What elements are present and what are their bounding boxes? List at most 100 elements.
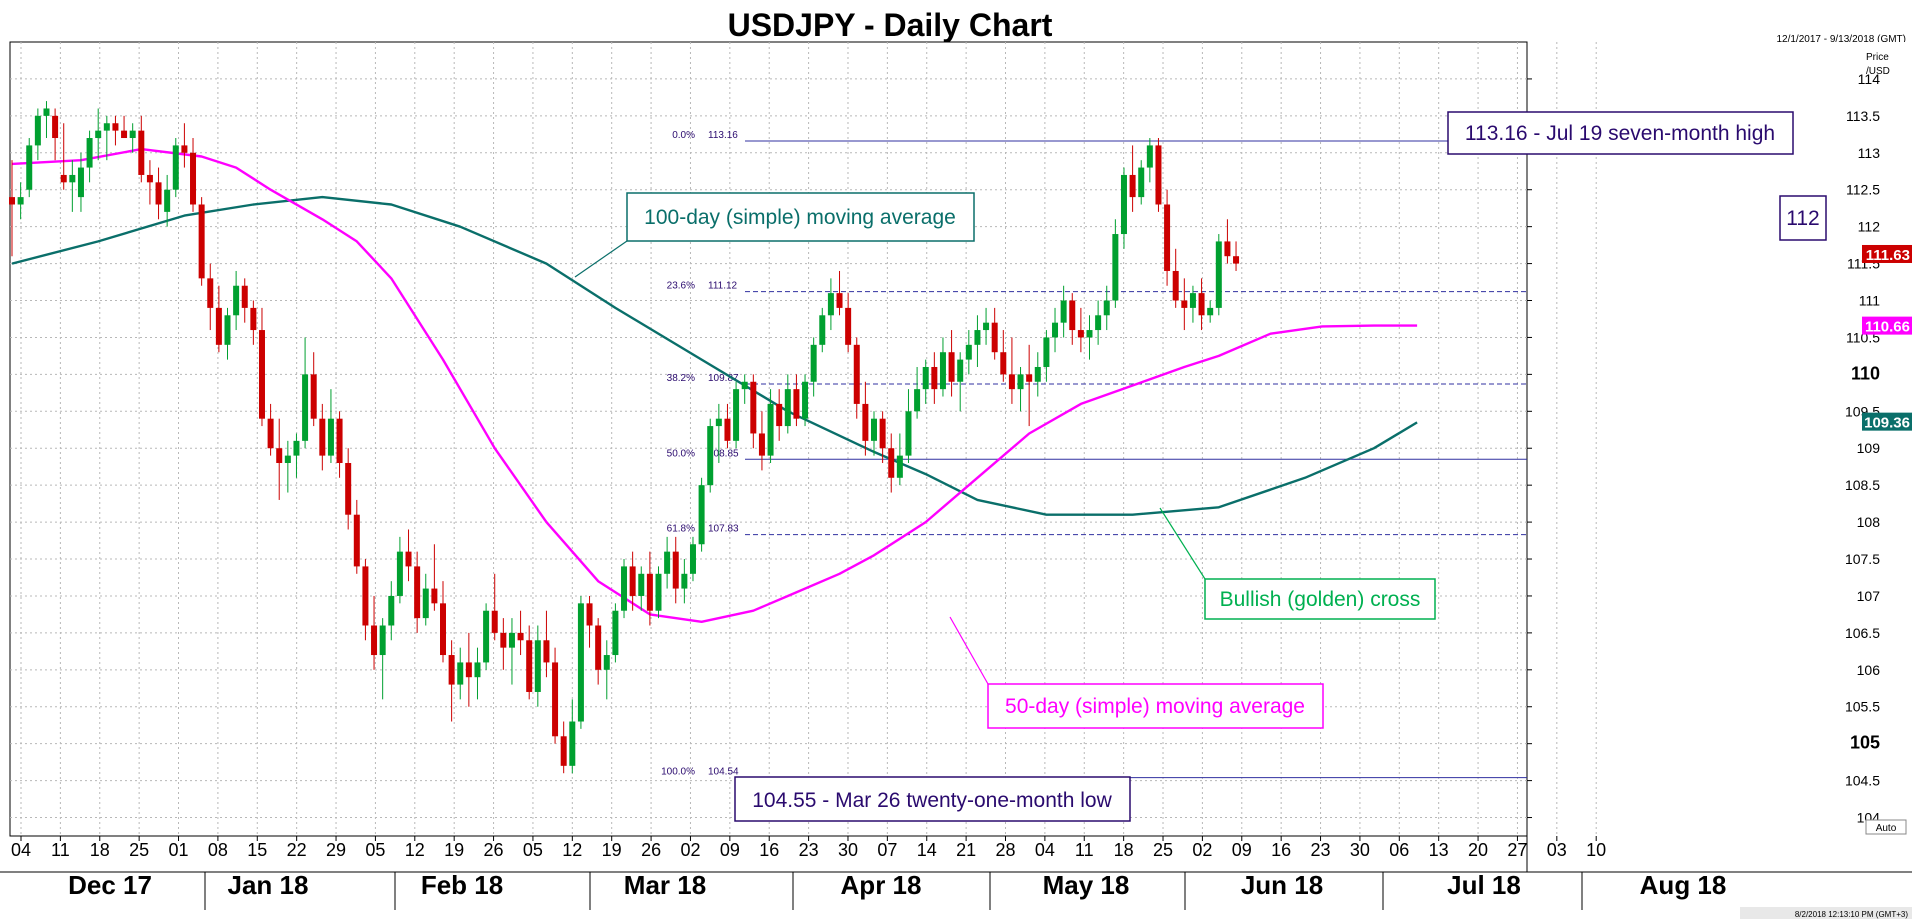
candle-body (129, 130, 136, 139)
candle-body (1026, 374, 1033, 382)
candle-body (1000, 352, 1007, 375)
candle-body (1017, 374, 1024, 390)
x-day-label: 09 (720, 840, 740, 860)
fib-price-label: 113.16 (708, 130, 738, 141)
candle-body (1095, 315, 1102, 331)
candle-body (86, 138, 93, 168)
fib-pct-label: 23.6% (667, 281, 695, 292)
candle-body (371, 625, 378, 656)
candle-body (905, 411, 912, 456)
candle-body (517, 632, 524, 641)
x-day-label: 04 (11, 840, 31, 860)
auto-button (1865, 819, 1907, 835)
candle-body (1052, 322, 1059, 338)
candle-body (1198, 293, 1205, 316)
candle-body (586, 603, 593, 626)
candle-body (345, 463, 352, 515)
candle-body (621, 566, 628, 611)
candle-body (707, 426, 714, 486)
candle-body (638, 573, 645, 596)
candle-body (431, 588, 438, 604)
x-day-label: 16 (1271, 840, 1291, 860)
candle-body (931, 366, 938, 390)
x-day-label: 08 (208, 840, 228, 860)
candle-body (784, 389, 791, 427)
candle-body (681, 573, 688, 589)
candle-body (103, 123, 110, 131)
candle-body (474, 662, 481, 678)
y-tick-label: 107.5 (1845, 551, 1880, 567)
x-day-label: 18 (90, 840, 110, 860)
footer-stamp: 8/2/2018 12:13:10 PM (GMT+3) (1795, 910, 1909, 919)
candle-body (853, 344, 860, 404)
fib-pct-label: 50.0% (667, 448, 695, 459)
x-day-label: 25 (1153, 840, 1173, 860)
x-day-label: 11 (51, 840, 70, 860)
candle-body (1207, 307, 1214, 316)
candle-body (388, 595, 395, 626)
candle-body (155, 182, 162, 205)
x-day-label: 01 (169, 840, 189, 860)
x-month-label: Dec 17 (68, 870, 152, 900)
y-tick-label: 112 (1858, 219, 1881, 235)
candle-body (215, 307, 222, 345)
candle-body (664, 551, 671, 574)
x-month-label: May 18 (1043, 870, 1130, 900)
x-day-label: 29 (326, 840, 346, 860)
fib-price-label: 108.85 (708, 448, 739, 459)
x-month-label: Aug 18 (1640, 870, 1727, 900)
candle-body (758, 433, 765, 456)
candle-body (310, 374, 317, 419)
x-month-label: Mar 18 (624, 870, 706, 900)
candle-body (552, 662, 559, 737)
candle-body (543, 640, 550, 663)
y-tick-label: 113.5 (1846, 108, 1880, 124)
last-value-label: 109.36 (1864, 415, 1910, 432)
candle-body (181, 145, 188, 153)
candle-body (1103, 300, 1110, 316)
candle-body (302, 374, 309, 441)
y-tick-label: 111 (1859, 293, 1880, 309)
chart-title: USDJPY - Daily Chart (728, 7, 1053, 43)
candle-body (750, 381, 757, 434)
candle-body (1164, 204, 1171, 271)
x-day-label: 30 (838, 840, 858, 860)
y-tick-label: 109 (1857, 440, 1881, 456)
annotation-text: 100-day (simple) moving average (644, 206, 956, 229)
candle-body (483, 610, 490, 663)
y-tick-label: 107 (1857, 588, 1881, 604)
candle-body (198, 204, 205, 279)
candle-body (698, 485, 705, 545)
candle-body (508, 632, 515, 648)
y-tick-label: 112.5 (1846, 182, 1880, 198)
x-day-label: 06 (1389, 840, 1409, 860)
price-axis-unit: /USD (1866, 66, 1890, 77)
candle-body (146, 174, 153, 183)
candle-body (319, 418, 326, 456)
candle-body (836, 293, 843, 308)
candle-body (405, 551, 412, 567)
candle-body (138, 130, 145, 175)
x-day-label: 03 (1547, 840, 1567, 860)
last-value-label: 110.66 (1865, 319, 1910, 336)
candle-body (207, 278, 214, 308)
x-day-label: 28 (995, 840, 1015, 860)
fib-price-label: 104.54 (708, 767, 739, 778)
y-tick-label: 104.5 (1845, 773, 1880, 789)
fib-price-label: 111.12 (708, 281, 738, 292)
fib-pct-label: 0.0% (672, 130, 695, 141)
candle-body (845, 307, 852, 345)
candle-body (336, 418, 343, 464)
candle-body (939, 352, 946, 390)
candle-body (1077, 330, 1084, 338)
annotation-text: Bullish (golden) cross (1220, 588, 1421, 611)
y-tick-label: 108.5 (1845, 477, 1880, 493)
x-day-label: 23 (1311, 840, 1331, 860)
date-range: 12/1/2017 - 9/13/2018 (GMT) (1776, 34, 1906, 45)
candle-body (1069, 300, 1076, 331)
annotation-text: 112 (1786, 207, 1819, 230)
candle-body (9, 197, 15, 205)
candle-body (715, 418, 722, 427)
